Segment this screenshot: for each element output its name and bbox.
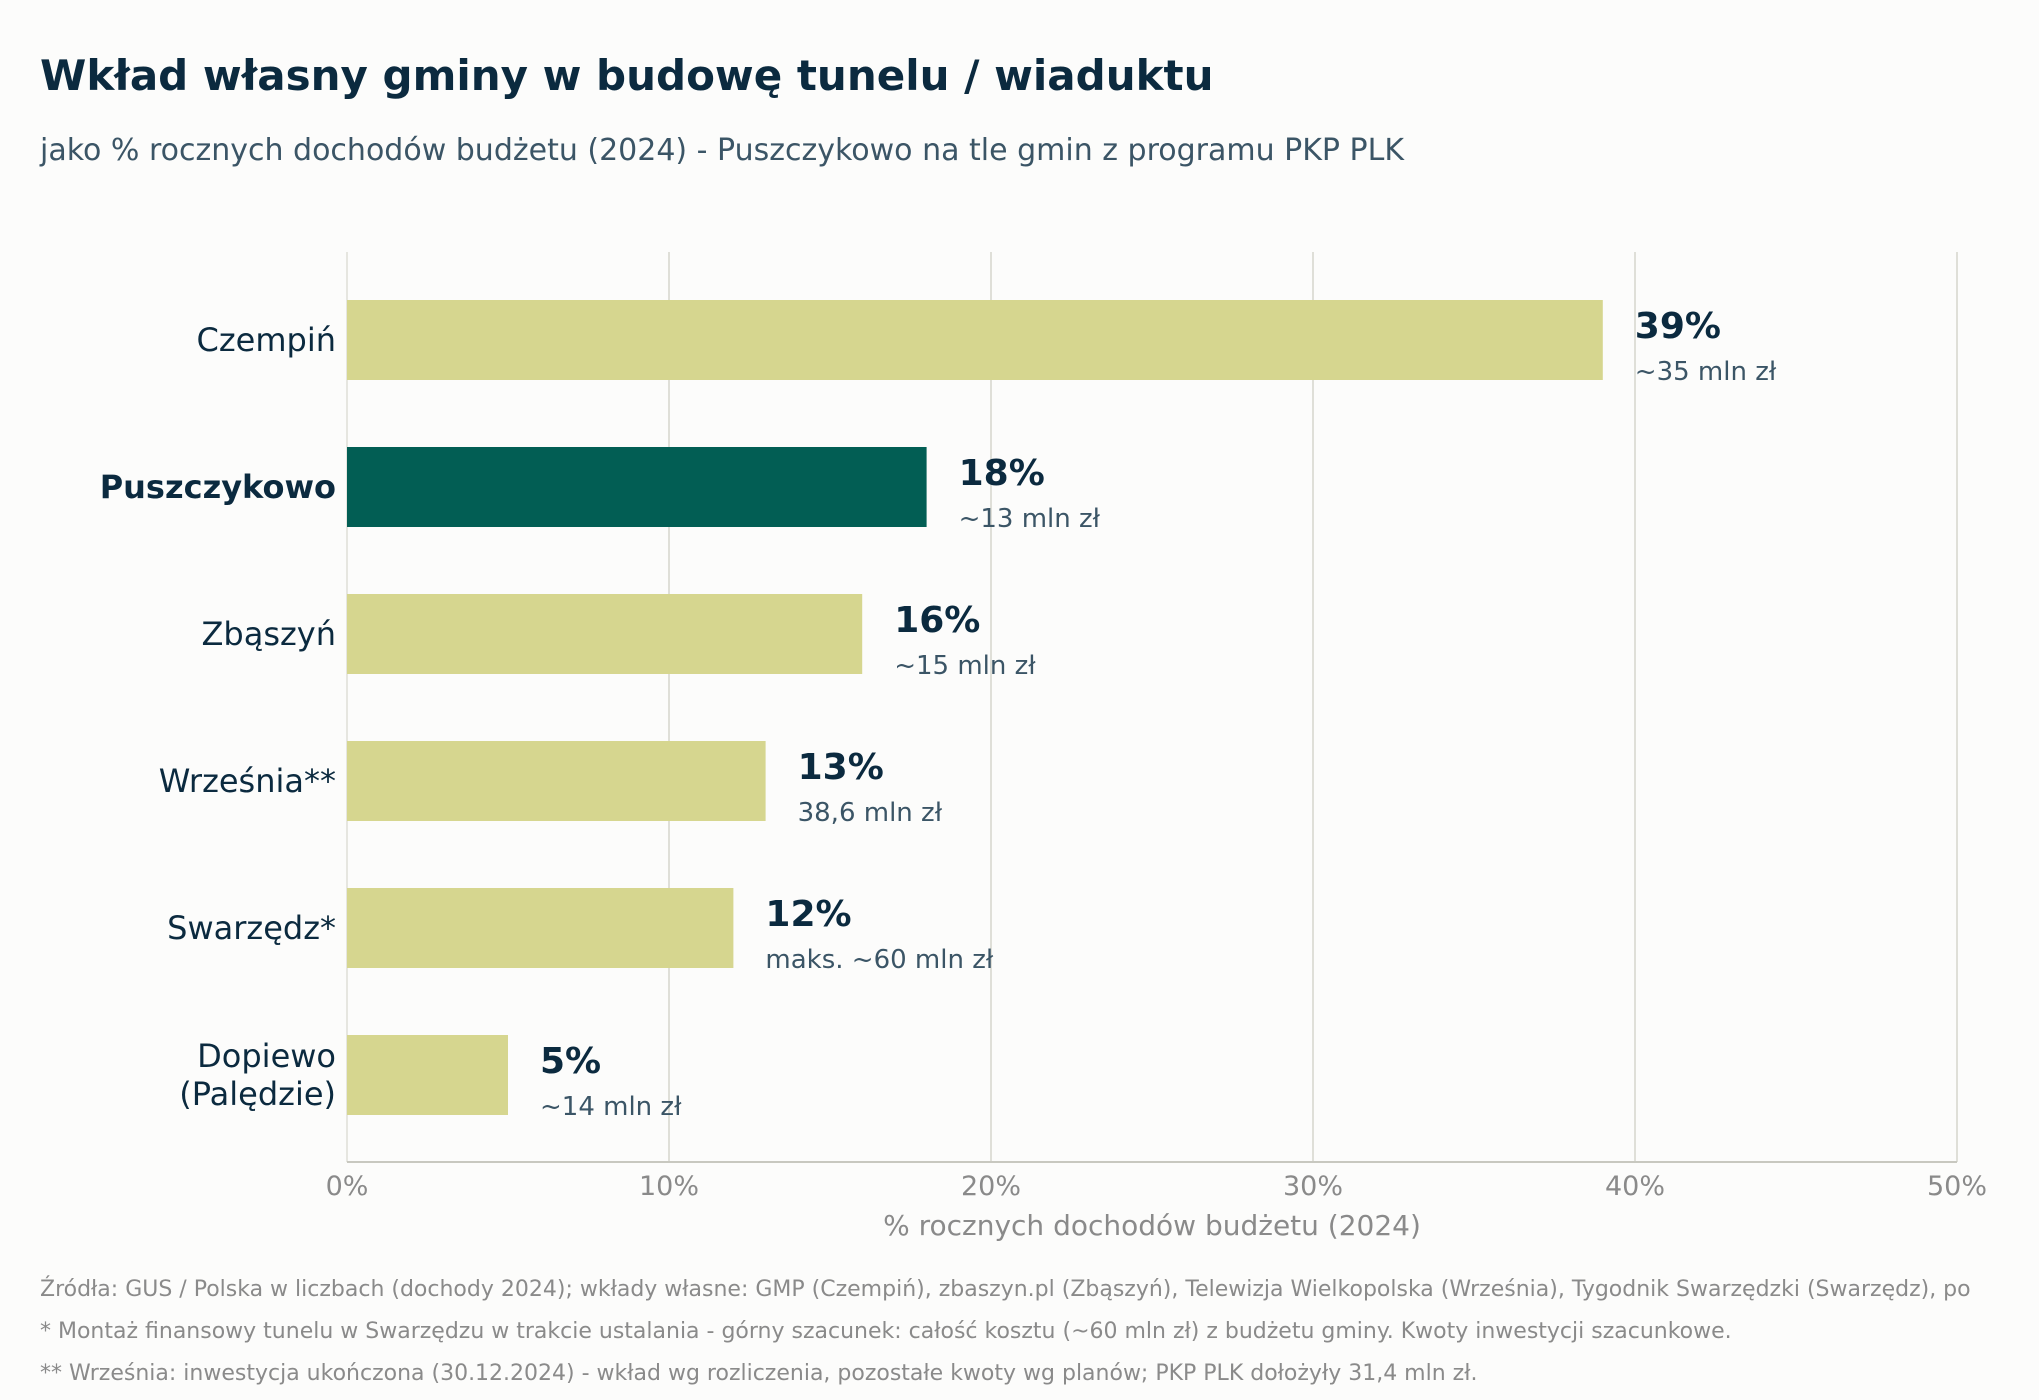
bar-value-label: 12%: [765, 894, 851, 935]
chart-subtitle: jako % rocznych dochodów budżetu (2024) …: [39, 133, 1405, 168]
bar-value-label: 39%: [1635, 306, 1721, 347]
x-axis-ticks: 0% 10% 20% 30% 40% 50%: [326, 1171, 1987, 1202]
x-tick-label: 50%: [1927, 1171, 1987, 1202]
chart-title: Wkład własny gminy w budowę tunelu / wia…: [40, 51, 1214, 100]
footnote-swarzedz: * Montaż finansowy tunelu w Swarzędzu w …: [40, 1319, 1732, 1344]
bar: [347, 594, 863, 674]
category-label: Dopiewo (Palędzie): [179, 1037, 336, 1113]
category-label-line: (Palędzie): [179, 1075, 336, 1113]
category-label: Zbąszyń: [201, 615, 336, 653]
bar-amount-label: ~35 mln zł: [1635, 357, 1777, 387]
bar-value-label: 18%: [959, 453, 1045, 494]
bar-amount-label: 38,6 mln zł: [798, 798, 943, 828]
category-label: Swarzędz*: [167, 909, 336, 947]
category-label-line: Dopiewo: [197, 1037, 336, 1075]
bar-value-label: 13%: [798, 747, 884, 788]
bar-amount-label: maks. ~60 mln zł: [765, 945, 993, 975]
bar-value-label: 5%: [540, 1041, 601, 1082]
x-tick-label: 40%: [1605, 1171, 1665, 1202]
x-tick-label: 30%: [1283, 1171, 1343, 1202]
bar-value-label: 16%: [894, 600, 980, 641]
x-tick-label: 20%: [961, 1171, 1021, 1202]
bar: [347, 447, 927, 527]
category-label: Puszczykowo: [100, 468, 336, 506]
category-label: Czempiń: [197, 321, 336, 359]
category-label: Września**: [159, 762, 336, 800]
footnote-sources: Źródła: GUS / Polska w liczbach (dochody…: [40, 1276, 1971, 1302]
bars: [347, 300, 1603, 1115]
bar-labels: 39% ~35 mln zł 18% ~13 mln zł 16% ~15 mln zł 1…: [540, 306, 1777, 1122]
bar-amount-label: ~13 mln zł: [959, 504, 1101, 534]
category-labels: Czempiń Puszczykowo Zbąszyń Września** Swarz…: [100, 321, 336, 1113]
bar-amount-label: ~15 mln zł: [894, 651, 1036, 681]
bar: [347, 1035, 508, 1115]
bar: [347, 888, 734, 968]
gridlines: [346, 252, 1958, 1163]
x-tick-label: 0%: [326, 1171, 369, 1202]
bar: [347, 741, 766, 821]
x-axis-title: % rocznych dochodów budżetu (2024): [883, 1209, 1421, 1242]
x-tick-label: 10%: [639, 1171, 699, 1202]
bar: [347, 300, 1603, 380]
bar-amount-label: ~14 mln zł: [540, 1092, 682, 1122]
footnote-wrzesnia: ** Września: inwestycja ukończona (30.12…: [40, 1361, 1477, 1386]
